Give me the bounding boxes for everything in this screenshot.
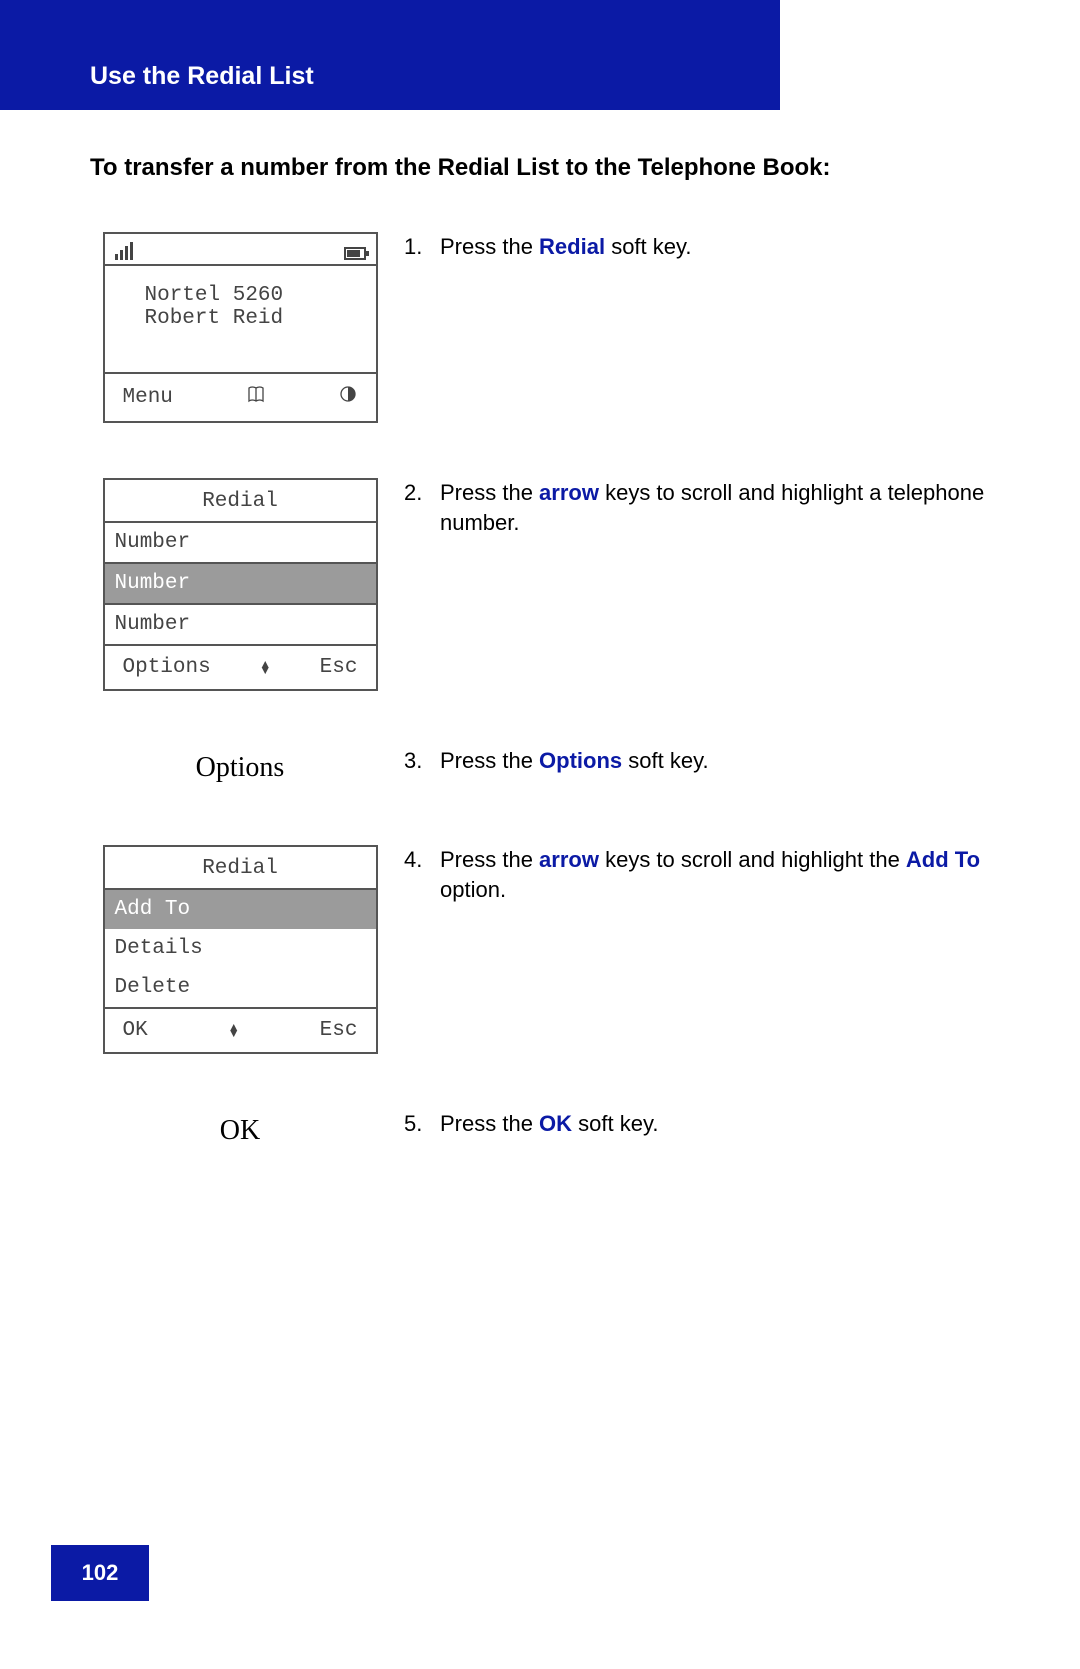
page-number-box: 102	[51, 1545, 149, 1601]
step-4-text: 4. Press the arrow keys to scroll and hi…	[390, 845, 990, 904]
list-row-1-selected: Number	[105, 564, 376, 605]
phone-title: Redial	[105, 480, 376, 523]
t: Press the	[440, 847, 539, 872]
t: Press the	[440, 1111, 539, 1136]
phone-line1: Nortel 5260	[145, 284, 366, 307]
contrast-icon	[339, 385, 357, 410]
step-1-text: 1. Press the Redial soft key.	[390, 232, 691, 262]
highlight-arrow: arrow	[539, 480, 599, 505]
step-3-visual: Options	[90, 746, 390, 790]
t: soft key.	[622, 748, 708, 773]
phone-statusbar	[105, 234, 376, 266]
highlight-addto: Add To	[906, 847, 980, 872]
t: keys to scroll and highlight the	[599, 847, 906, 872]
phone-screen-redial-list: Redial Number Number Number Options ▲▼ E…	[103, 478, 378, 691]
phone-softkeys: Menu	[105, 374, 376, 421]
option-details: Details	[105, 929, 376, 968]
step-5: OK 5. Press the OK soft key.	[90, 1109, 990, 1153]
t: option.	[440, 877, 506, 902]
step-2: Redial Number Number Number Options ▲▼ E…	[90, 478, 990, 691]
highlight-options: Options	[539, 748, 622, 773]
phone-line2: Robert Reid	[145, 307, 366, 330]
softkey-right: Esc	[320, 1019, 358, 1042]
softkey-left: Menu	[123, 386, 173, 409]
step-4-body: Press the arrow keys to scroll and highl…	[440, 845, 990, 904]
step-5-body: Press the OK soft key.	[440, 1109, 658, 1139]
option-delete: Delete	[105, 968, 376, 1009]
step-2-number: 2.	[404, 478, 440, 537]
t: soft key.	[605, 234, 691, 259]
step-1: Nortel 5260 Robert Reid Menu 1. Press th…	[90, 232, 990, 423]
step-2-body: Press the arrow keys to scroll and highl…	[440, 478, 990, 537]
softkey-right: Esc	[320, 656, 358, 679]
content-area: To transfer a number from the Redial Lis…	[0, 110, 1080, 1153]
t: Press the	[440, 748, 539, 773]
options-label: Options	[196, 746, 285, 790]
highlight-ok: OK	[539, 1111, 572, 1136]
step-4-visual: Redial Add To Details Delete OK ▲▼ Esc	[90, 845, 390, 1054]
page-header-title: Use the Redial List	[90, 62, 314, 90]
step-5-visual: OK	[90, 1109, 390, 1153]
phone-screen-redial-options: Redial Add To Details Delete OK ▲▼ Esc	[103, 845, 378, 1054]
step-3-text: 3. Press the Options soft key.	[390, 746, 709, 776]
phone-softkeys: Options ▲▼ Esc	[105, 646, 376, 689]
book-icon	[246, 384, 266, 411]
signal-icon	[115, 242, 133, 260]
step-1-body: Press the Redial soft key.	[440, 232, 691, 262]
step-5-text: 5. Press the OK soft key.	[390, 1109, 658, 1139]
list-row-2: Number	[105, 605, 376, 646]
phone-body: Nortel 5260 Robert Reid	[105, 266, 376, 374]
step-5-number: 5.	[404, 1109, 440, 1139]
t: soft key.	[572, 1111, 658, 1136]
t: Press the	[440, 480, 539, 505]
step-3: Options 3. Press the Options soft key.	[90, 746, 990, 790]
step-1-visual: Nortel 5260 Robert Reid Menu	[90, 232, 390, 423]
t: Press the	[440, 234, 539, 259]
softkey-left: Options	[123, 656, 211, 679]
step-3-body: Press the Options soft key.	[440, 746, 709, 776]
intro-text: To transfer a number from the Redial Lis…	[90, 154, 990, 182]
phone-screen-home: Nortel 5260 Robert Reid Menu	[103, 232, 378, 423]
step-4: Redial Add To Details Delete OK ▲▼ Esc 4…	[90, 845, 990, 1054]
option-addto-selected: Add To	[105, 890, 376, 929]
updown-icon: ▲▼	[262, 662, 269, 674]
phone-softkeys: OK ▲▼ Esc	[105, 1009, 376, 1052]
battery-icon	[344, 247, 366, 260]
highlight-arrow: arrow	[539, 847, 599, 872]
ok-label: OK	[220, 1109, 260, 1153]
page-number: 102	[82, 1560, 119, 1586]
phone-title: Redial	[105, 847, 376, 890]
step-3-number: 3.	[404, 746, 440, 776]
updown-icon: ▲▼	[230, 1025, 237, 1037]
list-row-0: Number	[105, 523, 376, 564]
highlight-redial: Redial	[539, 234, 605, 259]
step-2-visual: Redial Number Number Number Options ▲▼ E…	[90, 478, 390, 691]
step-2-text: 2. Press the arrow keys to scroll and hi…	[390, 478, 990, 537]
step-1-number: 1.	[404, 232, 440, 262]
softkey-left: OK	[123, 1019, 148, 1042]
step-4-number: 4.	[404, 845, 440, 904]
page-header: Use the Redial List	[0, 0, 780, 110]
